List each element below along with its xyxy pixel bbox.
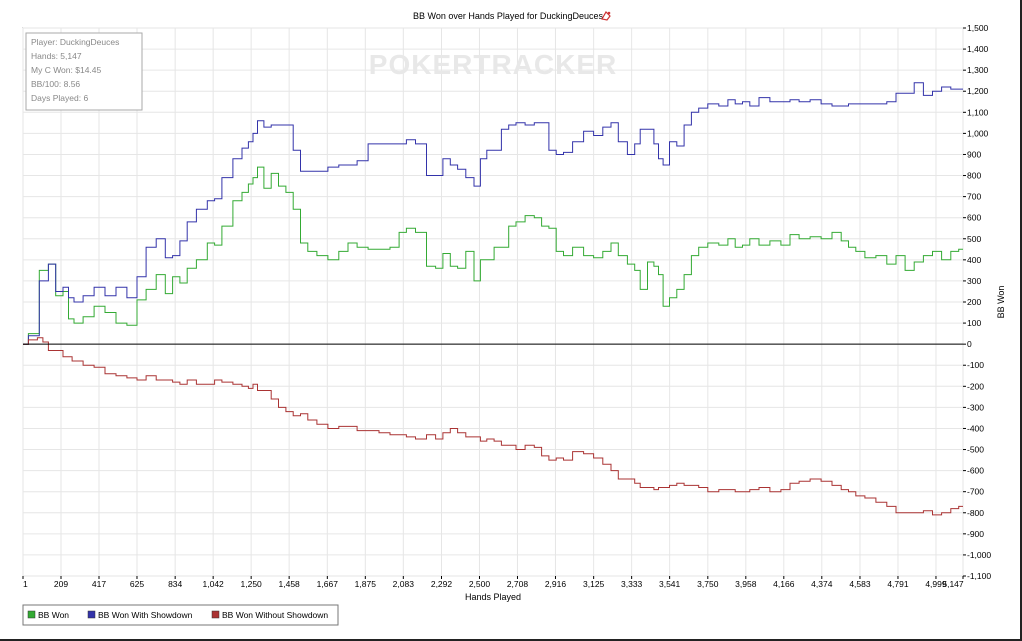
- x-tick-label: 1,458: [279, 579, 301, 589]
- x-tick-label: 1,042: [203, 579, 225, 589]
- y-tick-label: -1,000: [967, 550, 991, 560]
- x-tick-label: 2,500: [469, 579, 491, 589]
- series-line-bb-won-without-showdown: [23, 337, 963, 516]
- y-tick-label: -800: [967, 508, 984, 518]
- info-player: Player: DuckingDeuces: [31, 37, 119, 47]
- legend-swatch: [87, 610, 96, 619]
- legend: BB Won BB Won With Showdown BB Won Without…: [22, 604, 339, 626]
- y-tick-label: 400: [967, 255, 981, 265]
- series-lines: [23, 82, 963, 516]
- info-bb100: BB/100: 8.56: [31, 79, 80, 89]
- y-tick-label: -600: [967, 466, 984, 476]
- info-c-won: My C Won: $14.45: [31, 65, 102, 75]
- series-line-bb-won-with-showdown: [23, 82, 963, 345]
- x-tick-label: 3,750: [697, 579, 719, 589]
- series-line-bb-won: [23, 166, 963, 345]
- x-tick-label: 625: [130, 579, 144, 589]
- y-tick-label: 1,000: [967, 128, 989, 138]
- y-tick-label: 900: [967, 149, 981, 159]
- x-tick-label: 1,875: [355, 579, 377, 589]
- y-tick-label: -400: [967, 423, 984, 433]
- y-tick-label: 100: [967, 318, 981, 328]
- y-tick-label: -1,100: [967, 571, 991, 581]
- grid: [22, 27, 964, 577]
- x-tick-label: 2,916: [545, 579, 567, 589]
- x-tick-label: 1,667: [317, 579, 339, 589]
- y-tick-label: -300: [967, 402, 984, 412]
- x-axis-ticks: 1 209 417 625 834 1,042 1,250 1,458 1,667 1,875 2,…: [22, 576, 964, 589]
- y-tick-label: 700: [967, 192, 981, 202]
- y-tick-label: -500: [967, 445, 984, 455]
- x-tick-label: 4,583: [849, 579, 871, 589]
- legend-swatch: [211, 610, 220, 619]
- y-axis-ticks: 1,500 1,400 1,300 1,200 1,100 1,000 900 800 700 6…: [963, 23, 991, 581]
- x-tick-label: 1,250: [241, 579, 263, 589]
- x-tick-label: 2,292: [431, 579, 453, 589]
- y-tick-label: -200: [967, 381, 984, 391]
- x-tick-label: 4,374: [811, 579, 833, 589]
- x-tick-label: 4,791: [887, 579, 909, 589]
- y-tick-label: 500: [967, 234, 981, 244]
- legend-swatch: [27, 610, 36, 619]
- info-days: Days Played: 6: [31, 93, 88, 103]
- x-axis-label: Hands Played: [465, 592, 521, 602]
- y-tick-label: 0: [967, 339, 972, 349]
- y-tick-label: 200: [967, 297, 981, 307]
- y-tick-label: -700: [967, 487, 984, 497]
- y-tick-label: 600: [967, 213, 981, 223]
- y-axis-label: BB Won: [996, 286, 1006, 319]
- x-tick-label: 1: [23, 579, 28, 589]
- info-hands: Hands: 5,147: [31, 51, 82, 61]
- y-tick-label: 1,300: [967, 65, 989, 75]
- y-tick-label: 1,400: [967, 44, 989, 54]
- chart-title: BB Won over Hands Played for DuckingDeuc…: [413, 11, 603, 21]
- y-tick-label: 800: [967, 171, 981, 181]
- y-tick-label: 1,500: [967, 23, 989, 33]
- x-tick-label: 4,999: [925, 579, 947, 589]
- y-tick-label: 1,100: [967, 107, 989, 117]
- legend-label: BB Won With Showdown: [98, 610, 193, 620]
- title-icon: [601, 11, 611, 21]
- info-box: Player: DuckingDeuces Hands: 5,147 My C …: [25, 32, 143, 111]
- x-tick-label: 3,125: [583, 579, 605, 589]
- x-tick-label: 3,541: [659, 579, 681, 589]
- legend-label: BB Won: [38, 610, 69, 620]
- y-tick-label: 1,200: [967, 86, 989, 96]
- y-tick-label: -100: [967, 360, 984, 370]
- watermark: POKERTRACKER: [369, 49, 617, 80]
- x-tick-label: 4,166: [773, 579, 795, 589]
- x-tick-label: 5,147: [942, 579, 964, 589]
- legend-label: BB Won Without Showdown: [222, 610, 328, 620]
- x-tick-label: 3,958: [735, 579, 757, 589]
- x-tick-label: 2,708: [507, 579, 529, 589]
- y-tick-label: -900: [967, 529, 984, 539]
- x-tick-label: 3,333: [621, 579, 643, 589]
- x-tick-label: 417: [92, 579, 106, 589]
- x-tick-label: 2,083: [393, 579, 415, 589]
- x-tick-label: 834: [168, 579, 182, 589]
- x-tick-label: 209: [54, 579, 68, 589]
- y-tick-label: 300: [967, 276, 981, 286]
